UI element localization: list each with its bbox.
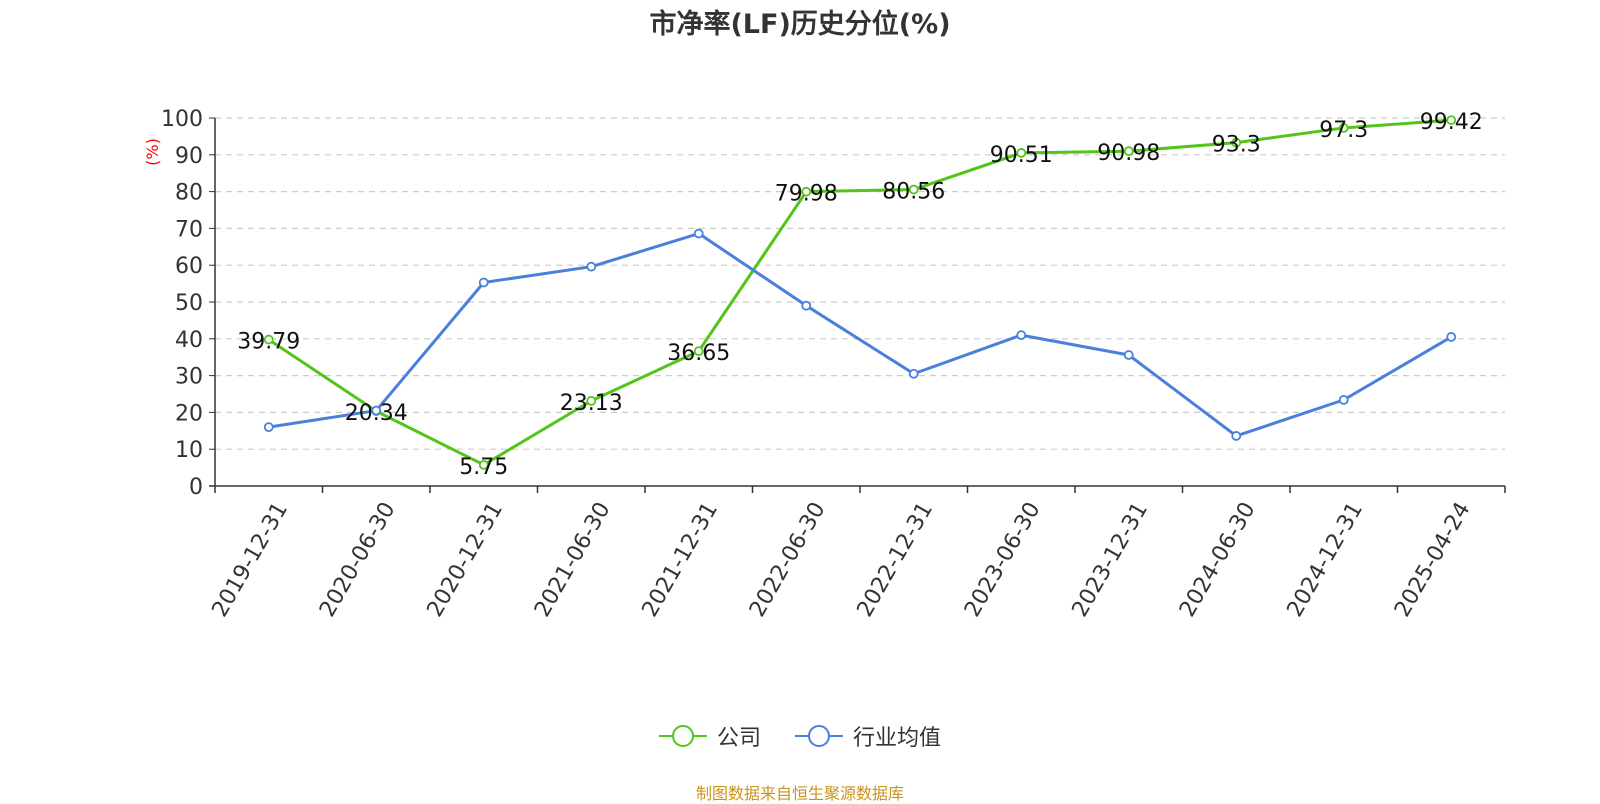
y-tick-label: 50 [175,291,203,316]
data-point[interactable] [693,346,704,357]
data-point[interactable] [1016,148,1027,158]
series-lines [267,118,1453,467]
data-point[interactable] [1338,123,1349,133]
y-tick-label: 60 [175,254,203,279]
y-tick-label: 80 [175,181,203,206]
x-tick-label: 2021-12-31 [638,498,724,621]
data-source-footer: 制图数据来自恒生聚源数据库 [695,784,904,803]
data-labels: 39.79 20.34 5.75 23.13 36.65 79.98 80.56 90.51 9… [237,110,1482,480]
data-point[interactable] [1016,330,1027,341]
legend-industry-marker-icon [795,725,843,747]
y-tick-label: 20 [175,401,203,426]
x-tick-label: 2020-06-30 [315,498,401,621]
data-points [263,115,1457,470]
data-point[interactable] [1231,137,1242,148]
y-tick-label: 10 [175,438,203,463]
x-tick-label: 2023-12-31 [1068,498,1154,621]
x-tick-label: 2024-12-31 [1283,498,1369,621]
data-point[interactable] [1123,350,1134,360]
data-point[interactable] [801,186,812,197]
data-label: 5.75 [459,455,508,480]
legend-item-company[interactable]: 公司 [658,720,761,752]
data-point[interactable] [586,261,597,272]
data-label: 36.65 [667,341,730,366]
data-label: 79.98 [775,182,838,207]
data-point[interactable] [908,368,919,379]
x-tick-label: 2022-06-30 [745,498,831,621]
x-tick-label: 2022-12-31 [853,498,939,621]
y-tick-label: 30 [175,365,203,390]
data-point[interactable] [263,422,274,433]
y-tick-label: 0 [189,475,203,500]
x-tick-label: 2024-06-30 [1175,498,1261,621]
data-point[interactable] [478,277,489,288]
data-point[interactable] [586,395,597,406]
data-point[interactable] [801,300,812,311]
y-tick-label: 100 [161,107,203,132]
y-tick-label: 90 [175,144,203,169]
x-tick-label: 2021-06-30 [530,498,616,621]
y-tick-label: 70 [175,217,203,242]
x-tick-label: 2020-12-31 [423,498,509,621]
legend-company-marker-icon [658,725,707,747]
chart-title: 市净率(LF)历史分位(%) [649,9,951,40]
data-label: 99.42 [1420,110,1483,135]
data-label: 93.3 [1212,133,1261,158]
y-tick-label: 40 [175,328,203,353]
data-point[interactable] [263,334,274,345]
data-label: 39.79 [237,330,300,355]
data-point[interactable] [1123,146,1134,157]
legend-industry-label: 行业均值 [853,726,942,751]
data-point[interactable] [1231,431,1242,441]
x-tick-label: 2023-06-30 [960,498,1046,621]
data-point[interactable] [478,459,489,470]
data-label: 90.98 [1097,141,1160,166]
grid-lines [215,117,1505,450]
data-point[interactable] [1446,332,1457,342]
data-point[interactable] [1446,115,1457,126]
y-axis-title: (%) [143,138,162,166]
legend: 公司 行业均值 [0,720,1600,752]
legend-company-label: 公司 [716,726,761,751]
data-label: 97.3 [1319,118,1368,143]
x-tick-label: 2025-04-24 [1390,498,1476,621]
data-point[interactable] [1338,394,1349,405]
series-line-1 [268,232,1453,438]
data-point[interactable] [371,405,382,416]
data-label: 80.56 [882,180,945,205]
x-tick-label: 2019-12-31 [208,498,294,621]
series-line-0 [267,118,1452,467]
data-label: 20.34 [345,401,408,426]
data-label: 23.13 [560,391,623,416]
data-point[interactable] [693,228,704,239]
legend-item-industry[interactable]: 行业均值 [795,720,941,752]
data-point[interactable] [908,184,919,195]
data-label: 90.51 [990,143,1053,168]
